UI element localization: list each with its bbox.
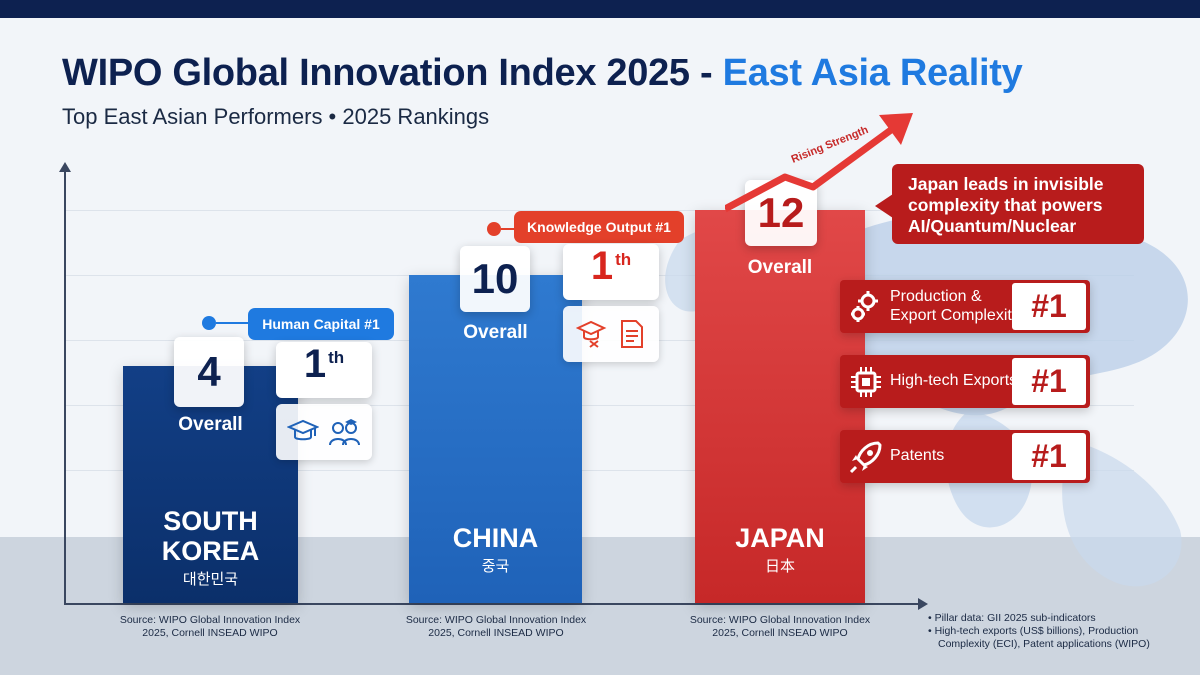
rising-strength-label: Rising Strength [790, 124, 871, 166]
gears-icon [851, 291, 878, 322]
knowledge-output-rank-suffix: th [615, 250, 632, 269]
overall-label-south-korea: Overall [178, 414, 243, 435]
footnotes: • Pillar data: GII 2025 sub-indicators •… [928, 612, 1190, 651]
human-capital-tag: Human Capital #1 [248, 308, 394, 340]
knowledge-output-rank-number: 1 [590, 244, 614, 288]
title-main: WIPO Global Innovation Index 2025 - [62, 52, 713, 94]
callout-tail [875, 194, 893, 218]
document-icon [621, 320, 643, 348]
human-capital-dot [202, 316, 216, 330]
footnote-line: • Pillar data: GII 2025 sub-indicators [928, 612, 1096, 624]
japan-callout: Japan leads in invisible complexity that… [892, 164, 1144, 244]
knowledge-output-connector [501, 228, 517, 230]
knowledge-output-dot [487, 222, 501, 236]
feature-rank-patents: #1 [1012, 433, 1086, 480]
country-native-south-korea: 대한민국 [182, 571, 239, 589]
feature-label-patents: Patents [890, 447, 945, 465]
rocket-icon [849, 441, 882, 474]
y-axis-arrow [59, 162, 71, 172]
human-capital-icons [276, 404, 372, 460]
country-label-japan: JAPAN 日本 [695, 523, 865, 576]
overall-label-japan: Overall [747, 257, 813, 278]
country-name-south-korea: SOUTH KOREA [161, 506, 260, 567]
x-axis [64, 603, 919, 605]
knowledge-output-icons [563, 306, 659, 362]
rank-south-korea: 4 [174, 337, 244, 407]
country-name-china: CHINA [452, 523, 539, 553]
feature-label-production: Production & Export Complexity [890, 288, 1020, 324]
feature-high-tech-exports: High-tech Exports #1 [840, 355, 1090, 408]
title-accent: East Asia Reality [722, 52, 1023, 94]
footnote-line: Complexity (ECI), Patent applications (W… [938, 638, 1150, 651]
country-label-south-korea: SOUTH KOREA 대한민국 [123, 506, 298, 589]
chip-icon [851, 367, 881, 397]
country-native-japan: 日本 [764, 558, 795, 576]
bar-japan [695, 210, 865, 603]
human-capital-connector [216, 322, 250, 324]
gridline [64, 210, 1134, 211]
bar-china [409, 275, 582, 603]
gridline [64, 405, 1134, 406]
human-capital-rank-suffix: th [328, 348, 345, 367]
footnote-line: • High-tech exports (US$ billions), Prod… [928, 625, 1139, 638]
rising-strength-arrow: Rising Strength [725, 113, 913, 213]
country-name-japan: JAPAN [735, 523, 825, 553]
page-title: WIPO Global Innovation Index 2025 - East… [62, 52, 1023, 95]
graduation-scroll-icon [576, 320, 607, 348]
y-axis [64, 170, 66, 605]
feature-production-complexity: Production & Export Complexity #1 [840, 280, 1090, 333]
knowledge-output-tag: Knowledge Output #1 [514, 211, 684, 243]
source-note-south-korea: Source: WIPO Global Innovation Index 202… [119, 614, 301, 640]
rank-china: 10 [460, 246, 530, 312]
source-note-china: Source: WIPO Global Innovation Index 202… [405, 614, 587, 640]
people-icon [329, 419, 360, 446]
country-native-china: 중국 [481, 558, 510, 576]
gridline [64, 470, 1134, 471]
human-capital-rank-number: 1 [303, 342, 327, 386]
feature-label-high-tech: High-tech Exports [890, 372, 1018, 390]
feature-patents: Patents #1 [840, 430, 1090, 483]
overall-label-china: Overall [463, 322, 528, 343]
feature-rank-high-tech: #1 [1012, 358, 1086, 405]
source-note-japan: Source: WIPO Global Innovation Index 202… [689, 614, 871, 640]
graduation-cap-icon [287, 419, 319, 441]
page-subtitle: Top East Asian Performers • 2025 Ranking… [62, 104, 490, 129]
top-bar [0, 0, 1200, 18]
feature-rank-production: #1 [1012, 283, 1086, 330]
x-axis-arrow [918, 598, 928, 610]
country-label-china: CHINA 중국 [409, 523, 582, 576]
